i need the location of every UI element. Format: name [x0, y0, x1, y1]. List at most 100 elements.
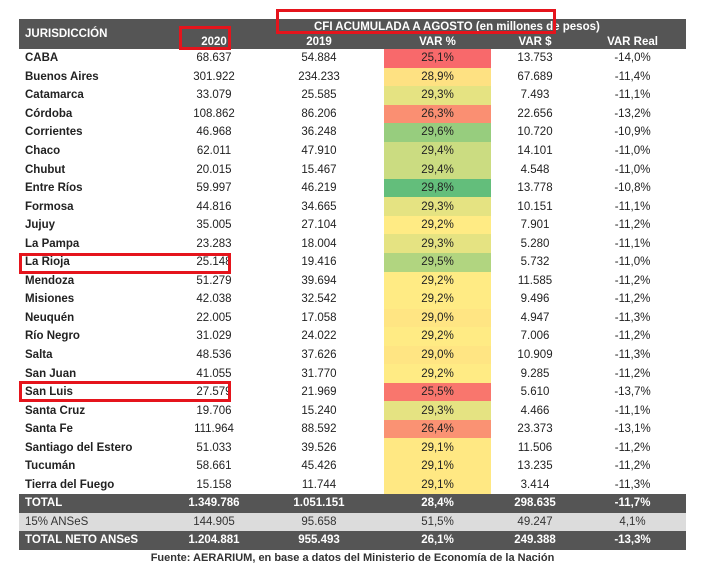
value-2020-cell: 68.637 — [196, 52, 232, 65]
var-abs-cell: 13.753 — [517, 52, 553, 65]
var-abs-cell: 22.656 — [517, 107, 553, 120]
var-pct-cell: 28,4% — [384, 494, 491, 513]
table-row: Jujuy 35.005 27.104 29,2% 7.901 -11,2% — [19, 215, 686, 235]
name-cell: Santiago del Estero — [25, 441, 133, 454]
table-row: Mendoza 51.279 39.694 29,2% 11.585 -11,2% — [19, 271, 686, 291]
var-real-cell: -11,2% — [614, 441, 651, 454]
table-row: La Pampa 23.283 18.004 29,3% 5.280 -11,1% — [19, 234, 686, 254]
table-row: Chubut 20.015 15.467 29,4% 4.548 -11,0% — [19, 160, 686, 179]
name-cell: Formosa — [25, 200, 74, 213]
value-2020-cell: 46.968 — [196, 126, 232, 139]
var-abs-cell: 14.101 — [517, 145, 553, 157]
var-real-cell: -11,2% — [614, 274, 651, 287]
table-row: Santiago del Estero 51.033 39.526 29,1% 11.5… — [19, 438, 686, 458]
value-2020-cell: 111.964 — [194, 423, 234, 436]
value-2019-cell: 47.910 — [301, 145, 337, 157]
value-2019-cell: 234.233 — [298, 70, 340, 83]
value-2020-cell: 20.015 — [196, 163, 232, 176]
var-abs-cell: 7.493 — [520, 89, 550, 102]
var-pct-cell: 29,0% — [384, 345, 491, 365]
name-cell: Córdoba — [25, 107, 73, 120]
var-abs-cell: 49.247 — [491, 512, 580, 532]
var-abs-cell: 13.235 — [517, 460, 553, 473]
table-row: La Rioja 25.148 19.416 29,5% 5.732 -11,0% — [19, 253, 686, 272]
value-2019-cell: 95.658 — [254, 512, 384, 532]
header-2020: 2020 — [174, 34, 254, 49]
value-2020-cell: 51.279 — [196, 274, 232, 287]
value-2020-cell: 48.536 — [196, 349, 232, 362]
name-cell: Buenos Aires — [25, 70, 99, 83]
table-row: Misiones 42.038 32.542 29,2% 9.496 -11,2% — [19, 290, 686, 309]
table-row: Chaco 62.011 47.910 29,4% 14.101 -11,0% — [19, 141, 686, 161]
value-2020-cell: 108.862 — [193, 107, 235, 120]
total-neto-row: TOTAL NETO ANSeS 1.204.881 955.493 26,1% 249… — [19, 531, 687, 550]
total-row: TOTAL 1.349.786 1.051.151 28,4% 298.635 -11,7… — [19, 494, 687, 513]
var-pct-cell: 29,3% — [384, 197, 491, 216]
name-cell: Misiones — [25, 293, 75, 306]
name-cell: Río Negro — [25, 330, 80, 343]
table-row: San Luis 27.579 21.969 25,5% 5.610 -13,7% — [19, 382, 686, 402]
var-abs-cell: 67.689 — [517, 70, 553, 83]
value-2020-cell: 42.038 — [196, 293, 232, 306]
header-var-abs: VAR $ — [491, 34, 580, 49]
value-2020-cell: 44.816 — [196, 200, 232, 213]
var-abs-cell: 10.151 — [517, 200, 553, 213]
value-2019-cell: 955.493 — [254, 531, 384, 550]
var-abs-cell: 23.373 — [517, 423, 553, 436]
value-2019-cell: 17.058 — [301, 311, 337, 324]
value-2020-cell: 33.079 — [196, 89, 232, 102]
var-abs-cell: 4.947 — [520, 311, 550, 324]
var-abs-cell: 5.732 — [520, 256, 550, 269]
name-cell: Corrientes — [25, 126, 83, 139]
header-var-real: VAR Real — [579, 34, 687, 49]
var-pct-cell: 29,3% — [384, 86, 491, 105]
name-cell: La Rioja — [25, 256, 70, 269]
highlight-title-box — [276, 9, 556, 34]
var-real-cell: -11,3% — [614, 349, 651, 362]
value-2019-cell: 31.770 — [301, 367, 337, 380]
value-2020-cell: 15.158 — [196, 478, 232, 491]
var-pct-cell: 29,0% — [384, 308, 491, 328]
var-real-cell: -11,2% — [614, 219, 651, 232]
var-real-cell: -11,0% — [614, 163, 651, 176]
value-2019-cell: 45.426 — [301, 460, 337, 473]
var-pct-cell: 29,2% — [384, 364, 491, 383]
var-real-cell: -11,0% — [614, 145, 651, 157]
value-2020-cell: 41.055 — [196, 367, 232, 380]
var-abs-cell: 298.635 — [491, 494, 580, 513]
var-abs-cell: 9.496 — [520, 293, 550, 306]
name-cell: Santa Cruz — [25, 404, 86, 417]
value-2019-cell: 39.526 — [301, 441, 337, 454]
header-2019: 2019 — [254, 34, 384, 49]
anses-row: 15% ANSeS 144.905 95.658 51,5% 49.247 4,1% — [19, 512, 687, 532]
var-pct-cell: 29,3% — [384, 234, 491, 254]
table-row: Tierra del Fuego 15.158 11.744 29,1% 3.414 -1… — [19, 475, 686, 495]
table-row: Formosa 44.816 34.665 29,3% 10.151 -11,1% — [19, 197, 686, 216]
name-cell: Neuquén — [25, 311, 75, 324]
name-cell: Tucumán — [25, 460, 76, 473]
var-pct-cell: 29,5% — [384, 253, 491, 272]
var-pct-cell: 29,1% — [384, 457, 491, 476]
var-real-cell: -13,1% — [614, 423, 651, 436]
value-2019-cell: 86.206 — [301, 107, 337, 120]
var-real-cell: -11,2% — [614, 293, 651, 306]
value-2020-cell: 23.283 — [196, 237, 232, 250]
value-2019-cell: 34.665 — [301, 200, 337, 213]
value-2020-cell: 22.005 — [196, 311, 232, 324]
var-real-cell: -13,2% — [614, 107, 651, 120]
var-abs-cell: 10.720 — [517, 126, 553, 139]
var-abs-cell: 13.778 — [517, 182, 553, 195]
var-real-cell: 4,1% — [579, 512, 687, 532]
var-real-cell: -11,7% — [579, 494, 687, 513]
highlight-san-luis-box — [19, 381, 231, 402]
name-cell: Catamarca — [25, 89, 84, 102]
name-cell: Chubut — [25, 163, 66, 176]
value-2020-cell: 25.148 — [196, 256, 232, 269]
value-2019-cell: 39.694 — [301, 274, 337, 287]
value-2019-cell: 88.592 — [301, 423, 337, 436]
name-cell: Salta — [25, 349, 53, 362]
name-cell: Tierra del Fuego — [25, 478, 115, 491]
var-pct-cell: 26,1% — [384, 531, 491, 550]
value-2019-cell: 21.969 — [301, 386, 337, 399]
var-pct-cell: 29,1% — [384, 438, 491, 458]
